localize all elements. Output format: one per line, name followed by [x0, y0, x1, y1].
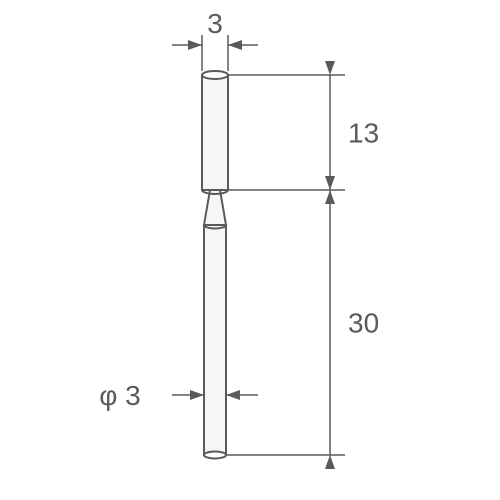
- shank-body: [204, 225, 226, 455]
- arrowhead: [325, 455, 335, 469]
- arrowhead: [190, 390, 204, 400]
- arrowhead: [228, 40, 242, 50]
- dim-label-shank-height: 30: [348, 308, 379, 339]
- dim-label-shank-dia: φ 3: [99, 380, 141, 411]
- shank-bottom-face: [204, 452, 226, 459]
- arrowhead: [325, 61, 335, 75]
- head-body: [202, 75, 228, 190]
- head-top-face: [202, 71, 228, 79]
- dim-label-top-width: 3: [207, 8, 223, 39]
- arrowhead: [226, 390, 240, 400]
- technical-drawing: 3 13 30 φ 3: [0, 0, 500, 500]
- neck-taper: [204, 190, 226, 225]
- dim-label-head-height: 13: [348, 118, 379, 149]
- arrowhead: [325, 176, 335, 190]
- arrowhead: [188, 40, 202, 50]
